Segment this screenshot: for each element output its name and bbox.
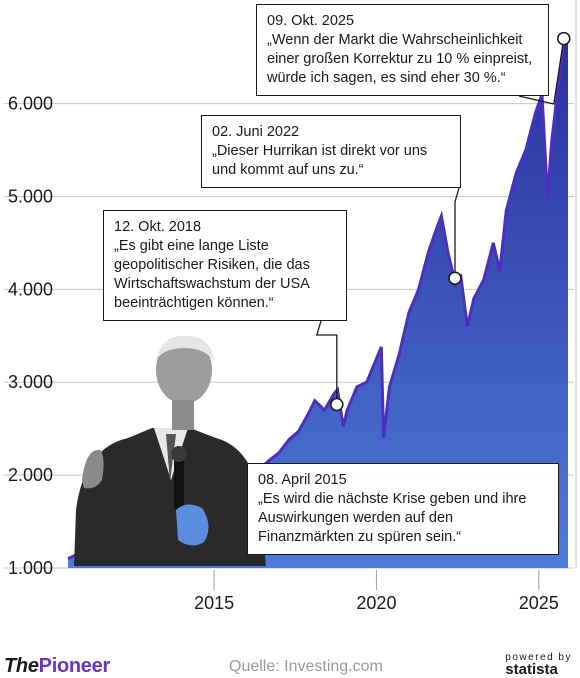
- x-tick-marks: [213, 570, 540, 590]
- x-tick-label: 2020: [356, 593, 396, 613]
- source-note: Quelle: Investing.com: [229, 658, 383, 675]
- annotation-leader: [518, 38, 565, 105]
- x-tick-label: 2025: [519, 593, 559, 613]
- brand-the: The: [4, 655, 39, 677]
- annotation-marker: [330, 397, 344, 412]
- annotation-date: 12. Okt. 2018: [114, 219, 202, 235]
- annotation-leader: [454, 187, 460, 279]
- y-tick-label: 2.000: [8, 465, 53, 485]
- y-tick-label: 4.000: [8, 279, 53, 299]
- footer: ThePioneer Quelle: Investing.com powered…: [0, 650, 580, 678]
- y-tick-labels: 1.000 2.000 3.000 4.000 5.000 6.000: [8, 94, 53, 578]
- annotation-marker: [448, 271, 462, 285]
- statista-logo: powered by statista: [505, 652, 572, 678]
- annotation-callout-2018: 12. Okt. 2018 „Es gibt eine lange Liste …: [103, 210, 347, 321]
- y-tick-label: 6.000: [8, 94, 53, 114]
- annotation-marker: [557, 31, 571, 46]
- annotation-date: 02. Juni 2022: [212, 124, 300, 140]
- area-series: [68, 38, 568, 569]
- annotation-callout-2025: 09. Okt. 2025 „Wenn der Markt die Wahrsc…: [256, 4, 549, 96]
- annotation-quote: „Wenn der Markt die Wahrscheinlichkeit e…: [267, 32, 533, 86]
- x-tick-labels: 2015 2020 2025: [194, 593, 559, 613]
- brand-logo: ThePioneer: [4, 655, 110, 678]
- statista-label: statista: [505, 661, 558, 678]
- annotation-quote: „Es wird die nächste Krise geben und ihr…: [258, 491, 527, 545]
- annotation-callout-2022: 02. Juni 2022 „Dieser Hurrikan ist direk…: [201, 115, 461, 188]
- speaker-photo: [74, 335, 266, 566]
- powered-by-label: powered by: [505, 652, 572, 663]
- annotation-date: 08. April 2015: [258, 472, 347, 488]
- y-tick-label: 3.000: [8, 372, 53, 392]
- y-tick-label: 5.000: [8, 186, 53, 206]
- annotation-quote: „Es gibt eine lange Liste geopolitischer…: [114, 238, 310, 311]
- annotation-leader: [315, 320, 338, 405]
- annotation-callout-2015: 08. April 2015 „Es wird die nächste Kris…: [247, 463, 559, 555]
- y-tick-label: 1.000: [8, 558, 53, 578]
- annotation-date: 09. Okt. 2025: [267, 13, 355, 29]
- annotation-leaders: [315, 38, 565, 405]
- x-tick-label: 2015: [194, 593, 234, 613]
- annotation-quote: „Dieser Hurrikan ist direkt vor uns und …: [212, 143, 428, 178]
- brand-pioneer: Pioneer: [38, 655, 111, 677]
